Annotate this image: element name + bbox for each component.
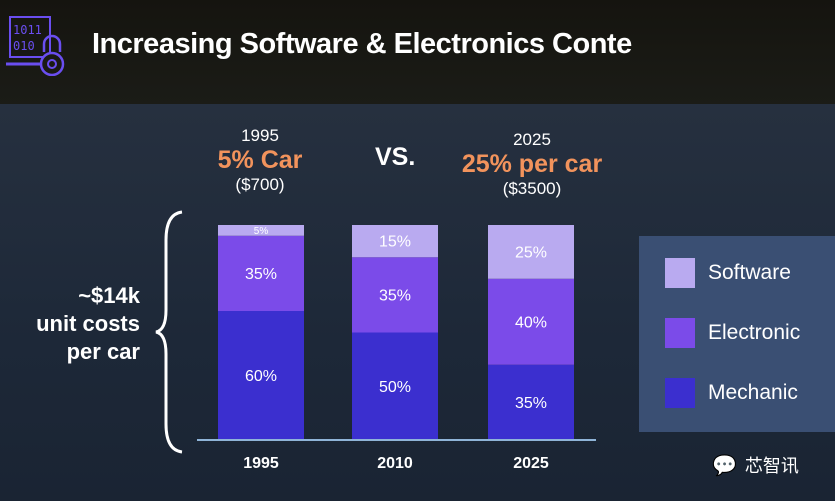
left-year: 1995 xyxy=(241,126,279,145)
legend-swatch-mechanic xyxy=(665,378,695,408)
left-headline: 5% Car xyxy=(217,146,303,174)
legend-label: Software xyxy=(708,261,791,284)
right-year: 2025 xyxy=(513,130,551,149)
wechat-icon: 💬 xyxy=(712,454,737,477)
binary-lock-icon: 1011 010 xyxy=(6,16,65,76)
right-amount: ($3500) xyxy=(502,179,562,198)
watermark: 💬 芯智讯 xyxy=(712,452,799,478)
cost-line-2: unit costs xyxy=(36,311,140,336)
x-tick-label: 1995 xyxy=(243,455,279,472)
bar-mechanic-1995 xyxy=(218,311,304,440)
data-label: 60% xyxy=(245,368,277,385)
bar-software-1995 xyxy=(218,225,304,236)
comparison-right: 2025 25% per car ($3500) xyxy=(440,130,624,199)
legend-swatch-electronic xyxy=(665,318,695,348)
legend-item-mechanic: Mechanic xyxy=(665,378,798,408)
bar-software-2025 xyxy=(488,225,574,279)
data-label: 50% xyxy=(379,379,411,396)
bar-electronic-2025 xyxy=(488,278,574,365)
bar-mechanic-2010 xyxy=(352,332,438,440)
legend-item-electronic: Electronic xyxy=(665,318,800,348)
data-label: 5% xyxy=(254,226,269,237)
x-tick-label: 2010 xyxy=(377,455,413,472)
cost-line-1: ~$14k xyxy=(78,283,140,308)
legend-item-software: Software xyxy=(665,258,791,288)
right-headline: 25% per car xyxy=(461,150,603,178)
bar-software-2010 xyxy=(352,225,438,258)
data-label: 35% xyxy=(515,395,547,412)
watermark-text: 芯智讯 xyxy=(744,456,799,476)
data-label: 40% xyxy=(515,314,547,331)
bar-electronic-1995 xyxy=(218,235,304,311)
bar-electronic-2010 xyxy=(352,257,438,333)
x-tick-label: 2025 xyxy=(513,455,549,472)
svg-text:1011: 1011 xyxy=(13,23,42,37)
data-label: 15% xyxy=(379,234,411,251)
legend-label: Mechanic xyxy=(708,381,798,404)
vs-label: VS. xyxy=(375,143,416,171)
data-label: 25% xyxy=(515,244,547,261)
data-label: 35% xyxy=(379,287,411,304)
cost-line-3: per car xyxy=(66,339,140,364)
data-label: 35% xyxy=(245,266,277,283)
legend-swatch-software xyxy=(665,258,695,288)
left-amount: ($700) xyxy=(235,175,285,194)
chart-legend: Software Electronic Mechanic xyxy=(639,236,835,432)
unit-cost-note: ~$14k unit costs per car xyxy=(20,282,140,366)
svg-text:010: 010 xyxy=(13,39,35,53)
header-band xyxy=(0,0,835,106)
comparison-left: 1995 5% Car ($700) xyxy=(200,126,320,195)
legend-label: Electronic xyxy=(708,321,801,344)
bar-mechanic-2025 xyxy=(488,364,574,440)
page-title: Increasing Software & Electronics Conte xyxy=(92,28,632,60)
curly-brace xyxy=(155,210,183,454)
